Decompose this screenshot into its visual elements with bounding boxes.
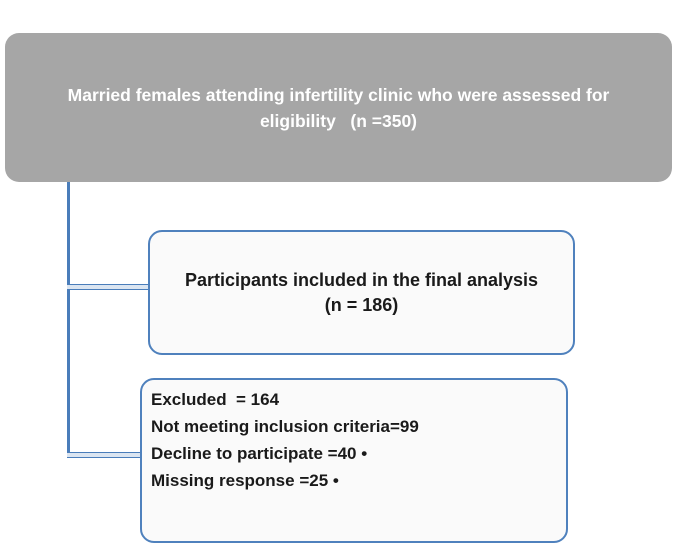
connector-vertical-line <box>67 182 70 458</box>
excluded-box: Excluded = 164 Not meeting inclusion cri… <box>140 378 568 543</box>
excluded-missing-response-line: Missing response =25 • <box>151 471 339 490</box>
included-box-line2: (n = 186) <box>324 294 399 315</box>
connector-branch-to-included <box>67 284 148 290</box>
included-box: Participants included in the final analy… <box>148 230 575 355</box>
excluded-total-line: Excluded = 164 <box>151 390 280 409</box>
eligibility-box-text: Married females attending infertility cl… <box>67 84 610 131</box>
eligibility-box: Married females attending infertility cl… <box>5 33 672 182</box>
connector-branch-to-excluded <box>67 452 140 458</box>
excluded-declined-line: Decline to participate =40 • <box>151 444 368 463</box>
excluded-inclusion-criteria-line: Not meeting inclusion criteria=99 <box>151 417 419 436</box>
included-box-line1: Participants included in the final analy… <box>184 269 539 290</box>
